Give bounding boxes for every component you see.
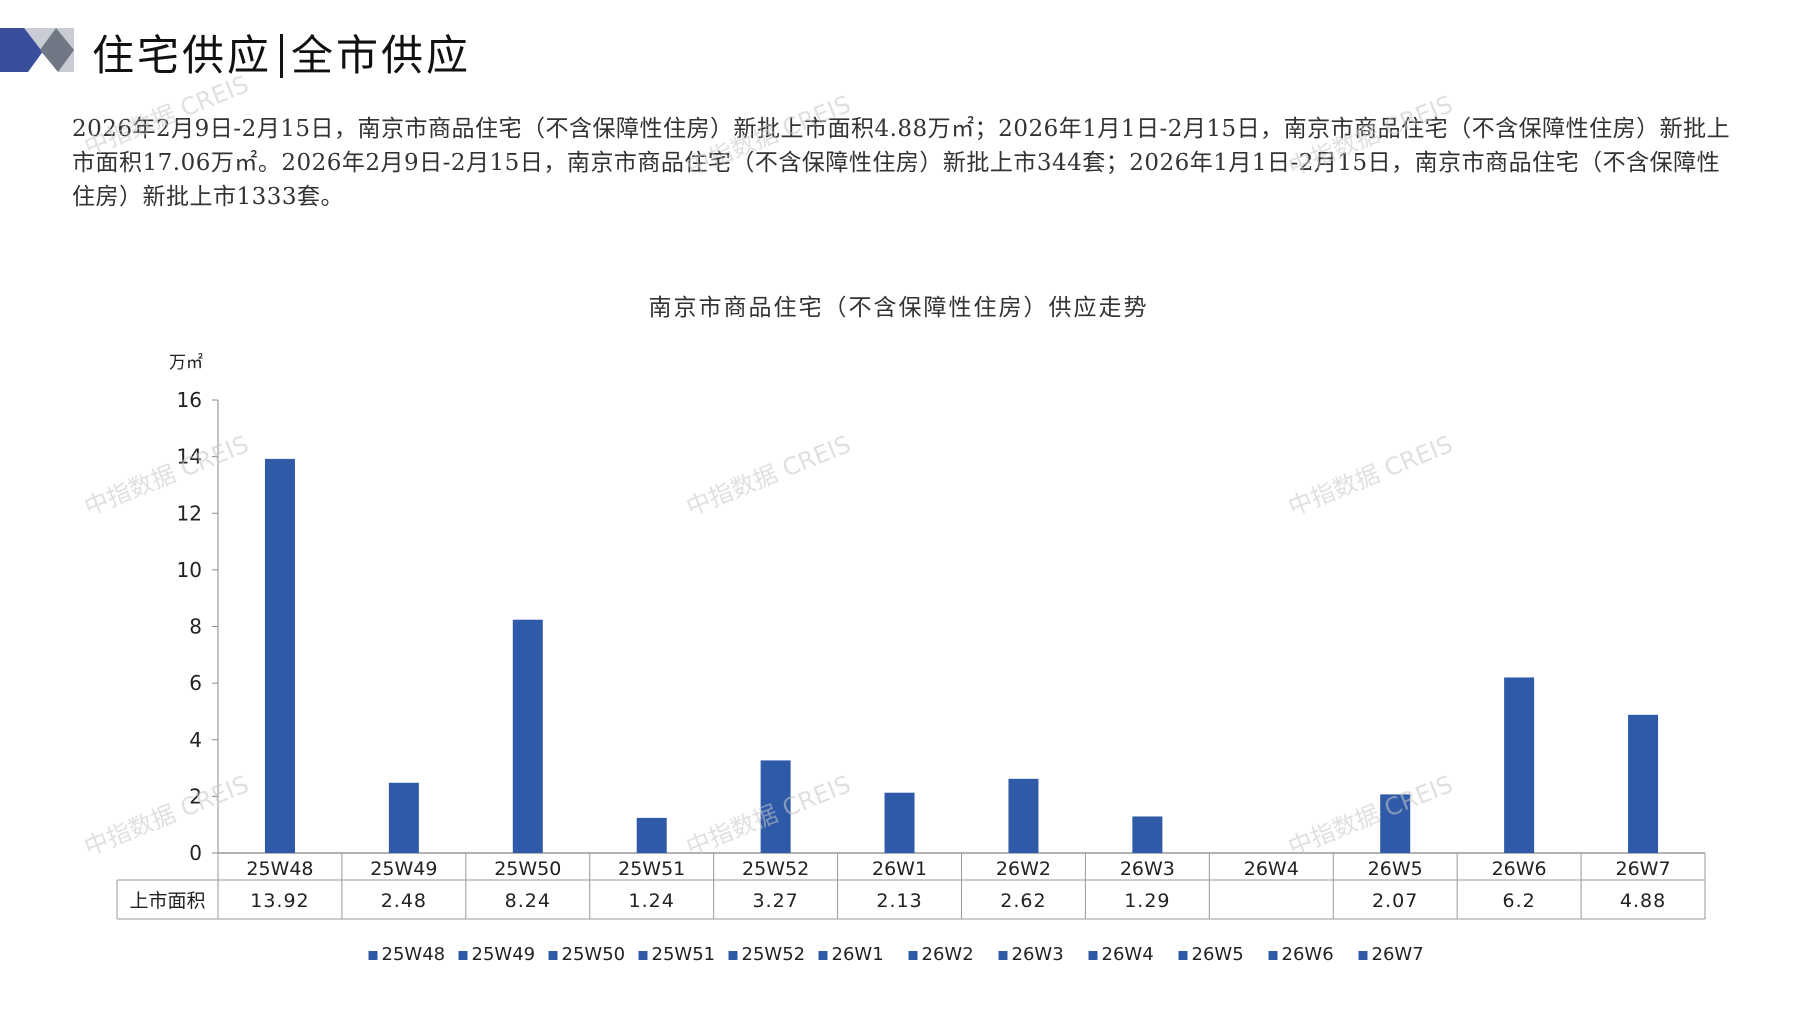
- y-tick-label: 12: [177, 501, 202, 525]
- bar-25W51: [636, 817, 667, 853]
- x-tick-label: 25W51: [618, 858, 685, 880]
- table-cell-value: 2.13: [876, 890, 922, 912]
- y-tick-label: 16: [177, 388, 202, 412]
- x-tick-label: 25W48: [246, 858, 313, 880]
- y-tick-label: 10: [177, 558, 202, 582]
- legend-swatch: [638, 951, 648, 960]
- legend-label: 26W5: [1192, 944, 1244, 965]
- legend-label: 26W6: [1282, 944, 1334, 965]
- page-title-right: 全市供应: [291, 31, 472, 80]
- y-axis-unit-label: 万㎡: [169, 353, 203, 373]
- x-tick-label: 26W1: [872, 858, 927, 880]
- y-tick-label: 4: [189, 728, 202, 752]
- y-tick-label: 14: [177, 445, 202, 469]
- table-cell-value: 2.07: [1372, 890, 1418, 912]
- x-tick-label: 25W52: [742, 858, 809, 880]
- x-tick-label: 26W3: [1120, 858, 1175, 880]
- title-separator: [280, 34, 284, 78]
- legend-label: 25W51: [652, 944, 716, 965]
- x-tick-label: 26W6: [1492, 858, 1547, 880]
- legend-swatch: [908, 951, 918, 960]
- legend-swatch: [1178, 951, 1188, 960]
- page-title-left: 住宅供应: [92, 31, 273, 80]
- bar-25W49: [388, 782, 419, 853]
- y-tick-label: 6: [189, 671, 202, 695]
- x-tick-label: 25W50: [494, 858, 561, 880]
- legend-label: 26W1: [832, 944, 884, 965]
- legend-label: 26W7: [1372, 944, 1424, 965]
- y-tick-label: 0: [189, 841, 202, 865]
- legend-label: 26W4: [1102, 944, 1154, 965]
- legend-swatch: [818, 951, 828, 960]
- legend-label: 25W49: [472, 944, 536, 965]
- table-cell-value: 3.27: [752, 890, 798, 912]
- bar-25W48: [264, 458, 295, 853]
- bar-25W50: [512, 619, 543, 853]
- x-tick-label: 25W49: [370, 858, 437, 880]
- x-tick-label: 26W5: [1368, 858, 1423, 880]
- legend-swatch: [548, 951, 558, 960]
- legend-label: 25W48: [382, 944, 446, 965]
- bar-26W6: [1504, 677, 1535, 853]
- legend-swatch: [1268, 951, 1278, 960]
- x-tick-label: 26W7: [1616, 858, 1671, 880]
- bar-26W7: [1628, 714, 1659, 853]
- table-cell-value: 6.2: [1503, 890, 1536, 912]
- header-decoration: [0, 28, 74, 72]
- legend-label: 25W52: [742, 944, 806, 965]
- legend-label: 25W50: [562, 944, 626, 965]
- table-cell-value: 13.92: [250, 890, 309, 912]
- legend-label: 26W2: [922, 944, 974, 965]
- page-title: 住宅供应 全市供应: [92, 22, 471, 84]
- table-cell-value: 2.48: [381, 890, 427, 912]
- legend-swatch: [998, 951, 1008, 960]
- table-cell-value: 1.24: [629, 890, 675, 912]
- x-tick-label: 26W2: [996, 858, 1051, 880]
- table-cell-value: 4.88: [1620, 890, 1666, 912]
- y-tick-label: 2: [189, 784, 202, 808]
- x-tick-label: 26W4: [1244, 858, 1299, 880]
- bar-26W1: [884, 792, 915, 853]
- chart-title: 南京市商品住宅（不含保障性住房）供应走势: [648, 295, 1149, 321]
- table-cell-value: 2.62: [1000, 890, 1046, 912]
- legend-swatch: [368, 951, 378, 960]
- bar-25W52: [760, 760, 791, 853]
- legend-swatch: [1088, 951, 1098, 960]
- legend-label: 26W3: [1012, 944, 1064, 965]
- bar-26W5: [1380, 794, 1411, 853]
- table-cell-value: 8.24: [505, 890, 551, 912]
- table-cell-value: 1.29: [1124, 890, 1170, 912]
- legend-swatch: [1358, 951, 1368, 960]
- y-tick-label: 8: [189, 615, 202, 639]
- bar-26W2: [1008, 778, 1039, 853]
- bar-26W3: [1132, 816, 1163, 853]
- summary-paragraph: 2026年2月9日-2月15日，南京市商品住宅（不含保障性住房）新批上市面积4.…: [72, 116, 1731, 210]
- table-row-label: 上市面积: [129, 890, 205, 912]
- legend-swatch: [728, 951, 738, 960]
- legend-swatch: [458, 951, 468, 960]
